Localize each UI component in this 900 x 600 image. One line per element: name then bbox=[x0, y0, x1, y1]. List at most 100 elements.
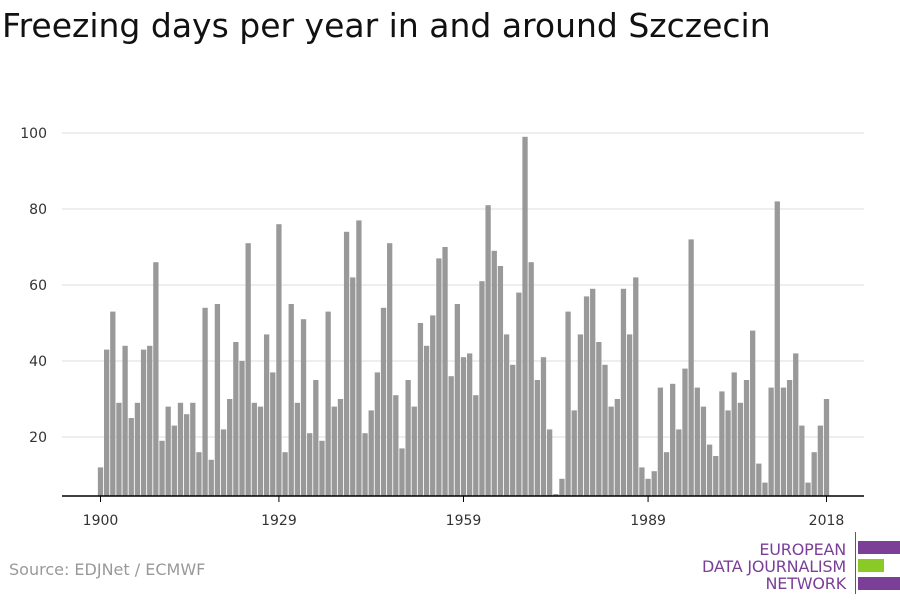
bar-1939[interactable] bbox=[337, 399, 344, 496]
bar-1933[interactable] bbox=[300, 319, 307, 496]
bar-1998[interactable] bbox=[700, 406, 707, 496]
bar-1962[interactable] bbox=[479, 281, 485, 496]
bar-1931[interactable] bbox=[288, 304, 294, 496]
bar-1959[interactable] bbox=[460, 357, 467, 496]
bar-1966[interactable] bbox=[503, 334, 510, 496]
bar-1988[interactable] bbox=[639, 467, 645, 496]
bar-1905[interactable] bbox=[128, 418, 134, 496]
bar-1911[interactable] bbox=[165, 406, 171, 496]
bar-1965[interactable] bbox=[497, 266, 504, 496]
bar-2006[interactable] bbox=[750, 330, 756, 496]
bar-1954[interactable] bbox=[430, 315, 436, 496]
bar-1969[interactable] bbox=[522, 136, 528, 497]
bar-1927[interactable] bbox=[263, 334, 270, 496]
bar-1977[interactable] bbox=[571, 410, 577, 496]
bar-1942[interactable] bbox=[356, 220, 362, 496]
bar-1921[interactable] bbox=[227, 399, 233, 496]
bar-1995[interactable] bbox=[682, 368, 688, 496]
bar-1943[interactable] bbox=[362, 433, 368, 496]
bar-1938[interactable] bbox=[331, 406, 337, 496]
bar-1937[interactable] bbox=[325, 311, 331, 496]
bar-1940[interactable] bbox=[343, 231, 350, 497]
bar-2018[interactable] bbox=[823, 399, 830, 496]
bar-1926[interactable] bbox=[257, 406, 264, 496]
bar-2013[interactable] bbox=[793, 353, 799, 496]
bar-1985[interactable] bbox=[620, 288, 627, 496]
bar-2015[interactable] bbox=[805, 482, 811, 496]
bar-1953[interactable] bbox=[423, 345, 430, 496]
bar-1999[interactable] bbox=[706, 444, 713, 496]
bar-1974[interactable] bbox=[553, 494, 559, 496]
bar-1946[interactable] bbox=[380, 307, 387, 496]
bar-2014[interactable] bbox=[799, 425, 805, 496]
bar-1967[interactable] bbox=[510, 364, 516, 496]
bar-1944[interactable] bbox=[368, 410, 374, 496]
bar-1930[interactable] bbox=[282, 452, 288, 496]
bar-1981[interactable] bbox=[596, 342, 602, 496]
bar-1949[interactable] bbox=[399, 448, 405, 496]
bar-1975[interactable] bbox=[559, 478, 565, 496]
bar-1987[interactable] bbox=[633, 277, 639, 496]
bar-1903[interactable] bbox=[116, 402, 122, 496]
bar-2004[interactable] bbox=[737, 402, 744, 496]
bar-1982[interactable] bbox=[602, 364, 608, 496]
bar-1917[interactable] bbox=[202, 307, 208, 496]
bar-1952[interactable] bbox=[417, 323, 424, 496]
bar-1976[interactable] bbox=[565, 311, 571, 496]
bar-1996[interactable] bbox=[688, 239, 694, 496]
bar-1929[interactable] bbox=[276, 224, 282, 496]
bar-1934[interactable] bbox=[307, 433, 313, 496]
bar-1912[interactable] bbox=[171, 425, 177, 496]
bar-1941[interactable] bbox=[350, 277, 356, 496]
bar-1918[interactable] bbox=[208, 459, 214, 496]
bar-1961[interactable] bbox=[473, 395, 479, 496]
bar-1935[interactable] bbox=[313, 380, 319, 496]
bar-1914[interactable] bbox=[183, 414, 190, 496]
bar-1980[interactable] bbox=[590, 288, 596, 496]
bar-1960[interactable] bbox=[467, 353, 473, 496]
bar-1992[interactable] bbox=[663, 452, 670, 496]
bar-1973[interactable] bbox=[546, 429, 553, 496]
bar-1923[interactable] bbox=[239, 361, 245, 496]
bar-2012[interactable] bbox=[786, 380, 793, 496]
bar-2011[interactable] bbox=[780, 387, 787, 496]
bar-1945[interactable] bbox=[374, 372, 381, 496]
bar-1994[interactable] bbox=[676, 429, 682, 496]
bar-1925[interactable] bbox=[251, 402, 257, 496]
bar-1906[interactable] bbox=[134, 402, 141, 496]
bar-1978[interactable] bbox=[577, 334, 584, 496]
bar-2003[interactable] bbox=[731, 372, 737, 496]
bar-1989[interactable] bbox=[645, 478, 651, 496]
bar-1993[interactable] bbox=[670, 383, 676, 496]
bar-1924[interactable] bbox=[245, 243, 251, 496]
bar-2017[interactable] bbox=[817, 425, 823, 496]
bar-1990[interactable] bbox=[651, 471, 657, 496]
bar-2005[interactable] bbox=[743, 380, 750, 496]
bar-1902[interactable] bbox=[110, 311, 116, 496]
bar-1909[interactable] bbox=[153, 262, 159, 496]
bar-1908[interactable] bbox=[147, 345, 153, 496]
bar-1936[interactable] bbox=[319, 440, 325, 496]
bar-2007[interactable] bbox=[756, 463, 762, 496]
bar-1920[interactable] bbox=[220, 429, 227, 496]
bar-2000[interactable] bbox=[713, 456, 719, 496]
bar-1963[interactable] bbox=[485, 205, 491, 496]
bar-1919[interactable] bbox=[214, 304, 221, 496]
bar-1970[interactable] bbox=[528, 262, 534, 496]
bar-1951[interactable] bbox=[411, 406, 417, 496]
bar-1932[interactable] bbox=[294, 402, 301, 496]
bar-2001[interactable] bbox=[719, 391, 725, 496]
bar-1957[interactable] bbox=[448, 376, 454, 496]
edjnet-logo[interactable]: EUROPEAN DATA JOURNALISM NETWORK bbox=[690, 532, 900, 594]
bar-1950[interactable] bbox=[405, 380, 411, 496]
bar-2016[interactable] bbox=[811, 452, 817, 496]
bar-1947[interactable] bbox=[387, 243, 393, 496]
bar-1972[interactable] bbox=[540, 357, 547, 496]
bar-1910[interactable] bbox=[159, 440, 165, 496]
bar-2009[interactable] bbox=[768, 387, 774, 496]
bar-1955[interactable] bbox=[436, 258, 442, 496]
bar-1913[interactable] bbox=[177, 402, 184, 496]
bar-1904[interactable] bbox=[122, 345, 128, 496]
bar-1991[interactable] bbox=[657, 387, 664, 496]
bar-1983[interactable] bbox=[608, 406, 614, 496]
